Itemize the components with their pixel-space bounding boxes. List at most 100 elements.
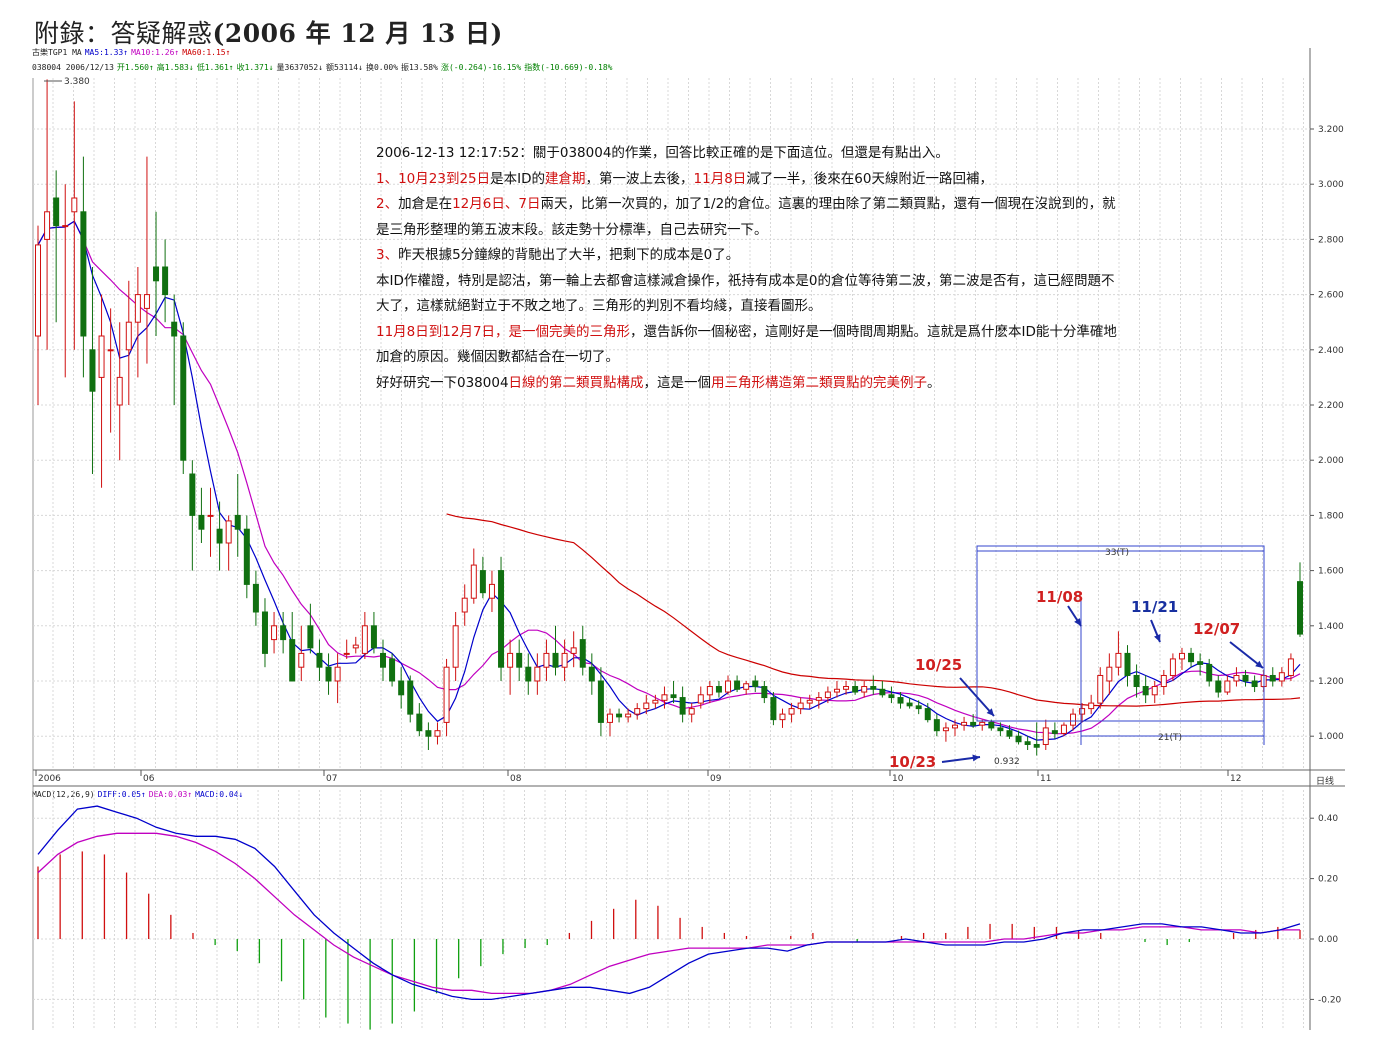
timeframe-label: 日线 [1316, 775, 1334, 787]
date-label-1023: 10/23 [889, 753, 936, 771]
candle-body [180, 335, 187, 461]
candle [824, 686, 831, 704]
x-tick-label: 2006 [38, 774, 61, 784]
candle [625, 708, 632, 723]
candle [924, 703, 931, 723]
candle [743, 681, 750, 695]
candle-body [44, 211, 51, 240]
candle-body [271, 625, 278, 641]
candle [861, 681, 868, 698]
candle [71, 101, 78, 350]
candle [1151, 681, 1158, 704]
candle [289, 612, 296, 682]
candle [534, 653, 541, 695]
candle-body [370, 625, 377, 649]
candle-body [1287, 658, 1294, 676]
candle [325, 653, 332, 695]
candle [516, 639, 523, 681]
candle-body [970, 721, 977, 726]
candle [407, 675, 414, 723]
candle-body [234, 514, 241, 530]
candle-body [298, 652, 305, 668]
candle [1133, 664, 1140, 698]
candle-body [588, 666, 595, 682]
arrow-1207-head [1255, 660, 1263, 668]
arrow-1025-head [986, 708, 994, 716]
candle-body [670, 694, 677, 699]
quote-volume: 量3637052↓ [276, 63, 324, 72]
candle [198, 487, 205, 543]
candle-body [452, 625, 459, 668]
candle-body [1106, 666, 1113, 682]
candle [1251, 675, 1258, 693]
candle [616, 708, 623, 723]
candle-body [861, 686, 868, 693]
candle-body [461, 597, 468, 613]
candle [597, 667, 604, 737]
note-line: 2、加倉是在12月6日、7日兩天，比第一次買的，加了1/2的倉位。這裏的理由除了… [376, 192, 1256, 218]
candle [334, 653, 341, 704]
candle-body [1042, 727, 1049, 745]
candle [779, 708, 786, 728]
candle [425, 722, 432, 750]
diff-line [37, 805, 1301, 1001]
note-highlight: 11月8日到12月7日，是一個完美的三角形 [376, 323, 631, 340]
note-segment: 加倉的原因。幾個因數都結合在一切了。 [376, 349, 619, 365]
candle-body [134, 294, 141, 323]
candle [452, 612, 459, 681]
candle-body [543, 652, 550, 668]
candle-body [80, 211, 87, 337]
note-line: 3、昨天根據5分鐘線的背馳出了大半，把剩下的成本是0了。 [376, 243, 1256, 269]
candle [1287, 653, 1294, 681]
macd-tick-label: 0.20 [1318, 875, 1338, 885]
candle-body [498, 570, 505, 668]
y-tick-label: 1.200 [1318, 677, 1344, 687]
y-tick-label: 1.600 [1318, 567, 1344, 577]
candle [216, 501, 223, 571]
candle [679, 686, 686, 723]
candle-body [35, 244, 41, 337]
candle [997, 722, 1004, 737]
candle-body [316, 652, 323, 668]
candle [1015, 730, 1022, 745]
candle-body [806, 699, 813, 704]
x-tick-label: 09 [710, 774, 722, 784]
candle [498, 556, 505, 681]
macd-legend-item: DEA:0.03↑ [148, 790, 193, 799]
candle [352, 636, 359, 654]
candle-body [289, 639, 296, 682]
ma10-line [37, 220, 1301, 735]
note-segment: 是三角形整理的第五波末段。該走勢十分標準，自己去研究一下。 [376, 221, 768, 238]
note-text: 2006-12-13 12:17:52：關于038004的作業，回答比較正確的是… [376, 141, 1256, 396]
candle [343, 639, 350, 659]
candle [951, 719, 958, 737]
quote-amount: 额53114↓ [326, 63, 363, 72]
candle [634, 703, 641, 720]
candle-body [398, 680, 405, 696]
candle [470, 548, 477, 604]
quote-change: 涨(-0.264)-16.15% [440, 63, 522, 72]
triangle-box-33 [976, 545, 1265, 722]
note-highlight: 12月6日、7日 [452, 196, 541, 212]
candle [1160, 669, 1167, 695]
candle-body [942, 727, 949, 732]
candle [1206, 658, 1213, 687]
note-highlight: 3、 [376, 247, 399, 263]
candle [588, 653, 595, 695]
candle [1024, 736, 1031, 750]
candle [1197, 653, 1204, 676]
candle [870, 675, 877, 695]
candle [389, 653, 396, 687]
period-label-33: 33(T) [1105, 548, 1129, 558]
candle [80, 156, 87, 378]
candle [852, 681, 859, 695]
x-tick-label: 11 [1040, 774, 1051, 784]
candle [970, 714, 977, 728]
note-line: 本ID作權證，特別是認沽，第一輪上去都會這樣減倉操作，祇持有成本是0的倉位等待第… [376, 269, 1256, 295]
note-line: 好好研究一下038004日線的第二類買點構成，這是一個用三角形構造第二類買點的完… [376, 371, 1256, 397]
candle-body [1015, 735, 1022, 743]
y-tick-label: 3.200 [1318, 125, 1344, 135]
candle [897, 692, 904, 709]
note-segment: 本ID作權證，特別是認沽，第一輪上去都會這樣減倉操作，祇持有成本是0的倉位等待第… [376, 272, 1115, 289]
candle [62, 184, 69, 378]
